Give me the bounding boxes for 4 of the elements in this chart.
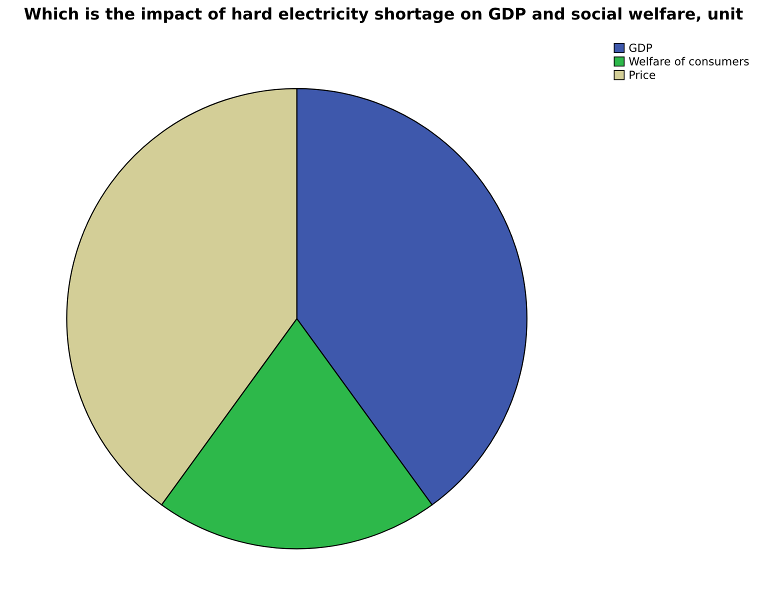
- legend-label: GDP: [629, 44, 652, 52]
- legend-label: Price: [630, 70, 656, 80]
- legend-label: Welfare of consumers: [629, 56, 749, 66]
- chart-title: Which is the impact of hard electricity shortage on GDP and social welfare, unit: [24, 7, 743, 23]
